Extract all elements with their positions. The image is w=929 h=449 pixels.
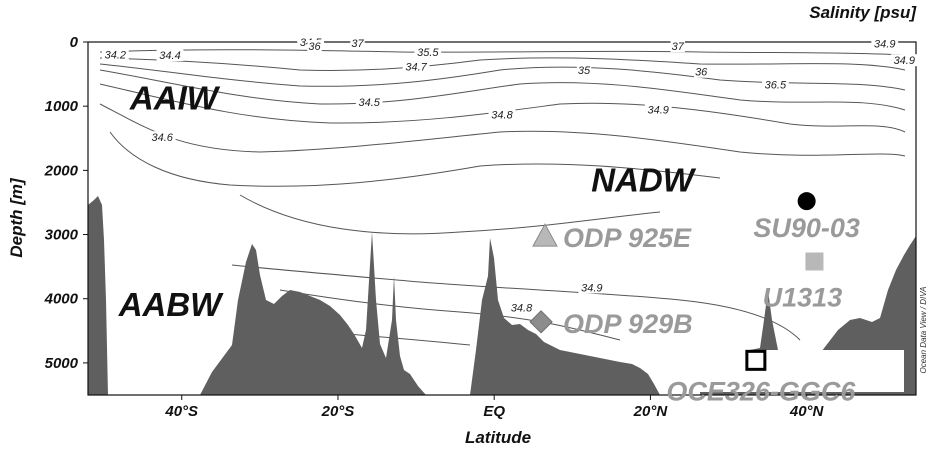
water-mass-label: NADW <box>591 162 696 199</box>
contour-label: 34.9 <box>581 282 602 294</box>
x-axis-title: Latitude <box>465 428 531 447</box>
contour-line <box>99 57 906 71</box>
contour-label-background <box>414 45 442 58</box>
water-mass-labels: AAIW NADW AABW <box>118 79 697 323</box>
contour-line <box>99 49 906 56</box>
contour-label: 34.4 <box>159 50 180 62</box>
y-tick-label: 1000 <box>45 98 79 115</box>
contour-label: 37 <box>351 38 364 50</box>
y-tick-label: 3000 <box>45 227 79 244</box>
y-axis: 0 1000 2000 3000 4000 5000 <box>44 34 88 372</box>
site-label: ODP 929B <box>563 309 693 339</box>
contour-label-background <box>148 131 176 144</box>
contour-label: 35.5 <box>417 47 439 59</box>
contour-label-background <box>871 37 899 50</box>
contour-label: 34.5 <box>358 97 380 109</box>
contour-label: 34.9 <box>874 38 895 50</box>
site-marker-triangle <box>532 223 558 247</box>
seafloor <box>88 196 916 395</box>
contour-label-background <box>670 40 685 53</box>
y-tick-label: 4000 <box>44 291 79 308</box>
contour-label: 36 <box>308 41 321 53</box>
site-marker-square <box>805 252 824 271</box>
site-marker-square-open <box>745 349 767 371</box>
site-label-background <box>688 350 904 392</box>
y-tick-label: 2000 <box>44 162 79 179</box>
contour-labels: 34.234.434.5363735.534.734.534.634.83537… <box>101 36 918 314</box>
contour-label: 34.9 <box>894 55 915 67</box>
contour-label: 34.9 <box>648 105 669 117</box>
contour-line <box>239 194 661 235</box>
contour-label: 34.6 <box>151 132 173 144</box>
contour-label-background <box>101 48 129 61</box>
plot-frame <box>87 41 917 396</box>
contour-line <box>279 289 621 341</box>
contour-line <box>99 69 906 111</box>
x-tick-label: 20°S <box>321 403 355 420</box>
core-sites: ODP 925E ODP 929B SU90-03 U1313 OCE326-GGC6 <box>529 192 860 406</box>
x-axis: 40°S 20°S EQ 20°N 40°N <box>164 395 825 420</box>
site-label: U1313 <box>763 283 843 313</box>
contour-line <box>109 131 721 187</box>
contour-label-background <box>307 40 322 53</box>
contour-label-background <box>355 95 383 108</box>
contour-label: 34.2 <box>105 49 126 61</box>
x-tick-label: 40°N <box>789 403 825 420</box>
contour-label-background <box>644 103 672 116</box>
x-tick-label: 20°N <box>633 403 669 420</box>
site-label: SU90-03 <box>753 213 860 243</box>
y-tick-label: 0 <box>70 34 79 51</box>
contour-label-background <box>576 63 592 76</box>
site-label: OCE326-GGC6 <box>666 376 856 406</box>
contour-label-background <box>350 36 365 49</box>
y-axis-title: Depth [m] <box>7 177 26 258</box>
contour-line <box>231 264 801 341</box>
site-marker-circle <box>797 192 816 211</box>
contour-label: 34.8 <box>491 110 513 122</box>
contour-line <box>99 83 906 133</box>
contour-label-background <box>761 78 789 91</box>
seafloor-shape <box>88 196 916 395</box>
contour-label-background <box>402 60 430 73</box>
y-tick-label: 5000 <box>45 355 79 372</box>
site-label: ODP 925E <box>563 223 692 253</box>
contour-label-background <box>156 49 184 62</box>
contour-label-background <box>488 108 516 121</box>
contour-label: 36 <box>695 67 708 79</box>
contour-label-background <box>890 54 918 67</box>
contour-label: 34.8 <box>511 302 533 314</box>
chart-title: Salinity [psu] <box>809 3 917 22</box>
credit-label: Ocean Data View / DIVA <box>919 286 928 373</box>
water-mass-label: AABW <box>118 286 224 323</box>
contour-label-background <box>508 301 535 314</box>
site-marker-diamond <box>529 310 553 334</box>
contour-label: 34.7 <box>405 62 427 74</box>
water-mass-label: AAIW <box>129 79 221 116</box>
contour-label-background <box>693 65 709 78</box>
contour-label: 37 <box>672 41 685 53</box>
contour-label: 35 <box>578 65 591 77</box>
contour-label: 36.5 <box>765 80 787 92</box>
contour-line <box>99 103 906 157</box>
contour-label-background <box>578 281 606 294</box>
x-tick-label: EQ <box>483 403 505 420</box>
x-tick-label: 40°S <box>164 403 198 420</box>
